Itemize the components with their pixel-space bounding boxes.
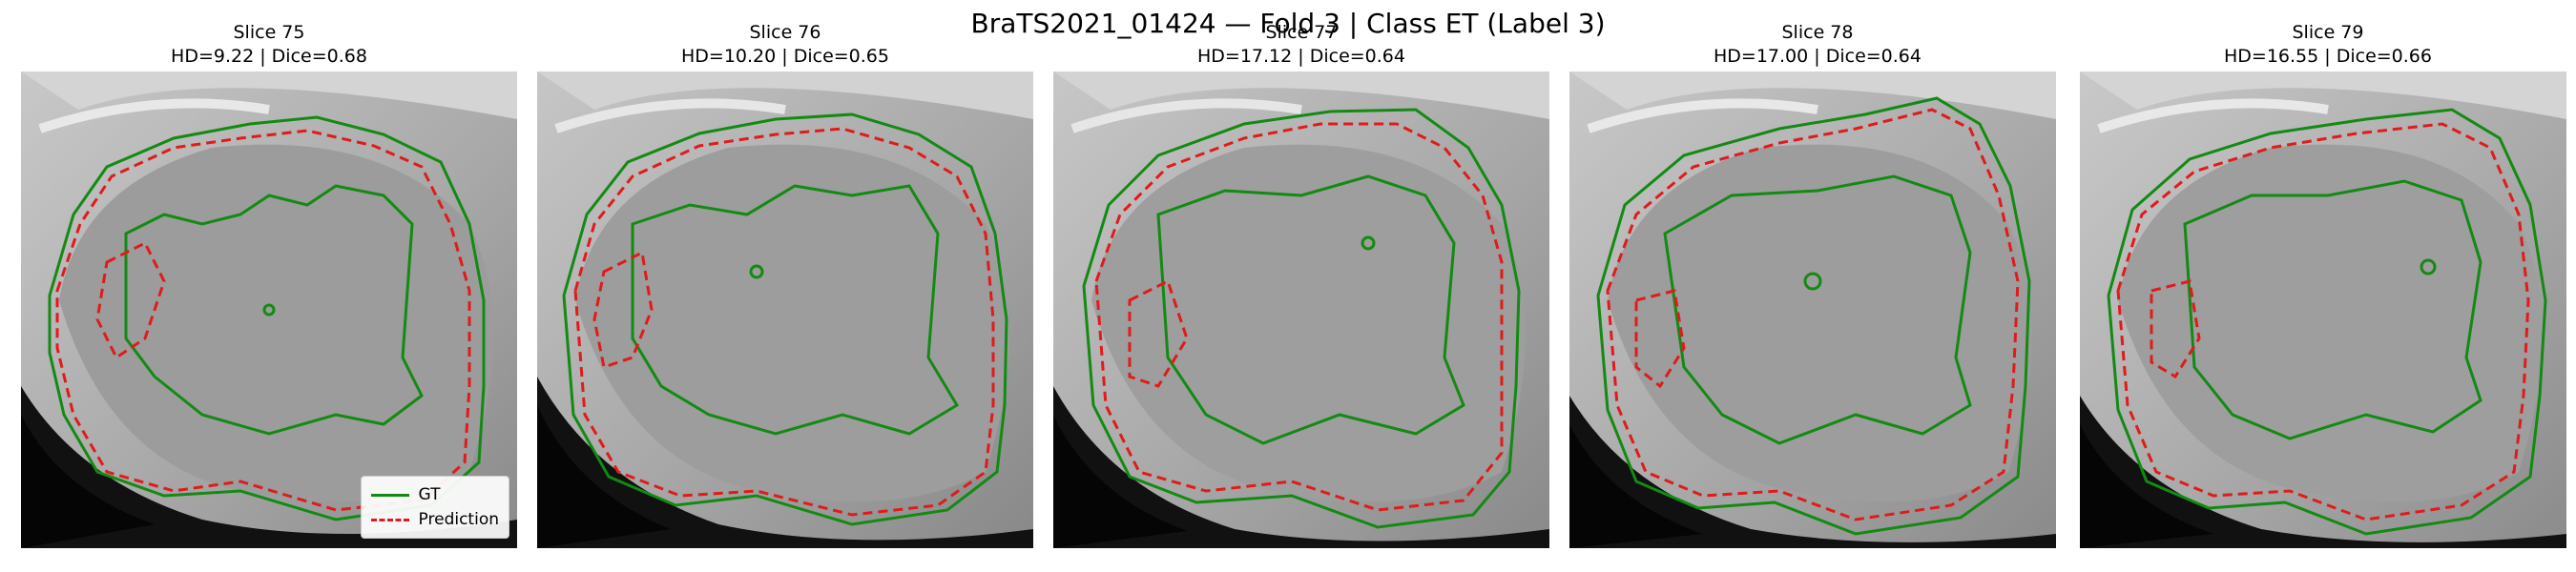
panel-metrics: HD=9.22 | Dice=0.68 xyxy=(171,46,367,67)
panel-title: Slice 76 xyxy=(749,22,821,43)
gt-contour xyxy=(1596,96,2031,536)
gt-contour xyxy=(1082,108,1521,529)
prediction-contour xyxy=(2116,122,2530,521)
slice-panel-75: Slice 75 HD=9.22 | Dice=0.68 GT Predicti… xyxy=(21,0,517,572)
gt-contour xyxy=(562,112,1008,526)
slice-panel-79: Slice 79 HD=16.55 | Dice=0.66 xyxy=(2080,0,2576,572)
panel-metrics: HD=10.20 | Dice=0.65 xyxy=(681,46,889,67)
panel-title: Slice 78 xyxy=(1781,22,1854,43)
mri-slice-image xyxy=(1053,72,1549,548)
gt-swatch xyxy=(370,493,409,497)
panel-title: Slice 75 xyxy=(233,22,305,43)
legend-gt: GT xyxy=(370,482,499,507)
legend-gt-label: GT xyxy=(418,485,441,504)
mri-slice-image: GT Prediction xyxy=(21,72,517,548)
prediction-contour xyxy=(55,129,471,512)
figure-title: BraTS2021_01424 — Fold 3 | Class ET (Lab… xyxy=(970,8,1606,39)
panel-metrics: HD=17.00 | Dice=0.64 xyxy=(1714,46,1922,67)
gt-contour xyxy=(2107,108,2547,536)
panel-title: Slice 79 xyxy=(2292,22,2364,43)
mri-slice-image xyxy=(2080,72,2576,548)
mri-slice-image xyxy=(537,72,1033,548)
prediction-contour xyxy=(1606,108,2020,521)
legend: GT Prediction xyxy=(360,476,509,539)
slice-panel-76: Slice 76 HD=10.20 | Dice=0.65 xyxy=(537,0,1033,572)
prediction-swatch xyxy=(370,518,409,521)
mri-slice-image xyxy=(1569,72,2066,548)
panel-title: Slice 77 xyxy=(1265,22,1338,43)
slice-panel-78: Slice 78 HD=17.00 | Dice=0.64 xyxy=(1569,0,2066,572)
slice-panel-77: Slice 77 HD=17.12 | Dice=0.64 xyxy=(1053,0,1549,572)
panel-metrics: HD=17.12 | Dice=0.64 xyxy=(1197,46,1405,67)
legend-prediction-label: Prediction xyxy=(418,510,499,529)
prediction-contour xyxy=(1094,122,1504,512)
prediction-contour xyxy=(573,127,995,517)
panel-metrics: HD=16.55 | Dice=0.66 xyxy=(2224,46,2432,67)
gt-contour xyxy=(48,115,486,521)
legend-prediction: Prediction xyxy=(370,507,499,532)
